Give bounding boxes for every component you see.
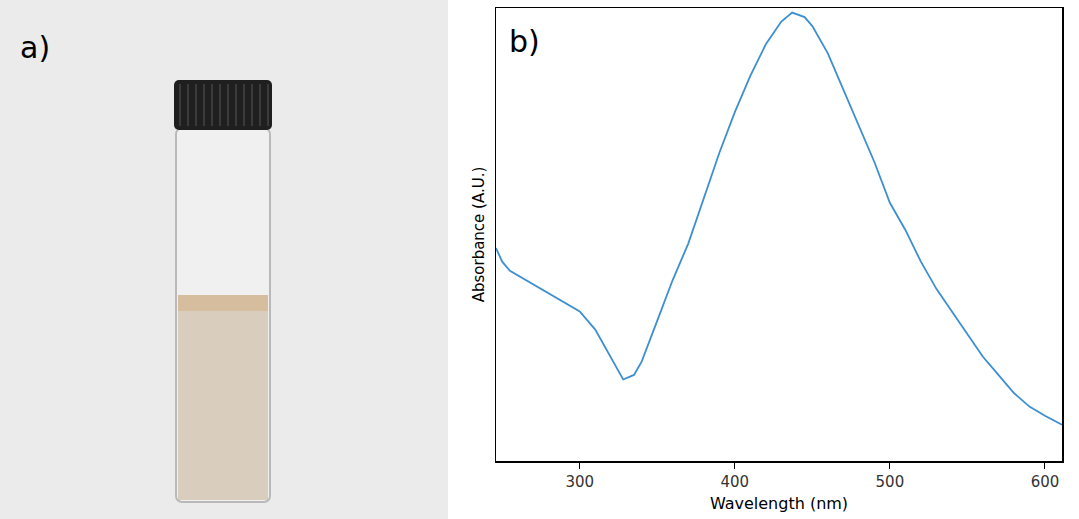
svg-text:a): a)	[20, 30, 50, 65]
svg-text:300: 300	[565, 473, 594, 491]
svg-text:b): b)	[509, 24, 540, 59]
svg-text:600: 600	[1031, 473, 1060, 491]
svg-text:Absorbance (A.U.): Absorbance (A.U.)	[470, 167, 488, 303]
svg-text:400: 400	[720, 473, 749, 491]
svg-text:Wavelength (nm): Wavelength (nm)	[710, 494, 848, 513]
svg-text:500: 500	[876, 473, 905, 491]
